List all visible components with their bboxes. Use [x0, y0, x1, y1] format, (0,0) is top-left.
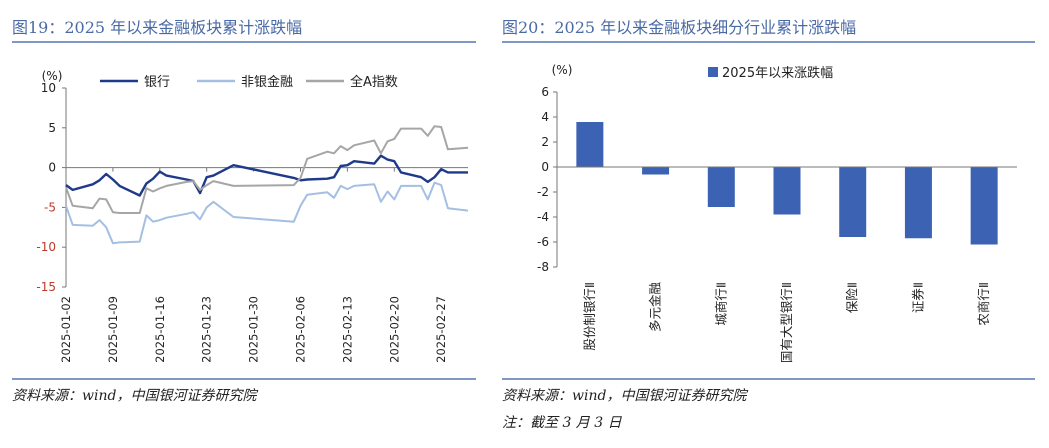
left-chart-title: 图19：2025 年以来金融板块累计涨跌幅	[12, 18, 303, 37]
left-y-tick-label: -10	[36, 240, 56, 254]
left-x-tick-label: 2025-02-06	[294, 296, 308, 363]
right-y-tick-label: 6	[541, 85, 549, 99]
left-x-tick-label: 2025-01-09	[106, 296, 120, 363]
right-bar	[970, 167, 998, 245]
right-bar	[576, 122, 604, 167]
left-x-tick-label: 2025-01-23	[200, 296, 214, 363]
right-y-tick-label: -4	[537, 210, 549, 224]
right-bar	[642, 167, 670, 175]
left-series-line-3	[65, 125, 469, 214]
left-series-line-1	[65, 154, 468, 197]
right-y-unit-label: (%)	[552, 63, 573, 77]
left-title-rule	[12, 41, 476, 43]
right-x-category-label: 国有大型银行Ⅱ	[779, 282, 794, 363]
right-bar	[773, 167, 801, 215]
left-source-text: 资料来源：wind，中国银河证券研究院	[12, 388, 257, 404]
right-title-rule	[502, 41, 1035, 43]
right-x-category-label: 股份制银行Ⅱ	[582, 282, 597, 351]
right-x-category-label: 农商行Ⅱ	[976, 282, 991, 326]
right-x-category-label: 多元金融	[648, 282, 663, 333]
right-y-tick-label: 2	[541, 135, 549, 149]
right-x-category-label: 保险Ⅱ	[845, 282, 860, 313]
left-legend-label-2: 非银金融	[241, 74, 293, 90]
left-x-tick-label: 2025-02-13	[340, 296, 354, 363]
right-source-rule	[502, 378, 1035, 380]
right-bar	[707, 167, 735, 207]
left-x-tick-label: 2025-02-27	[434, 296, 448, 363]
left-series-line-2	[65, 181, 469, 245]
right-legend-swatch	[708, 67, 718, 77]
left-y-tick-label: 5	[48, 121, 56, 135]
left-x-tick-label: 2025-01-02	[59, 296, 73, 363]
right-chart-title: 图20：2025 年以来金融板块细分行业累计涨跌幅	[502, 18, 857, 37]
right-note-text: 注：截至 3 月 3 日	[502, 415, 622, 431]
right-legend-label: 2025年以来涨跌幅	[722, 65, 833, 81]
left-y-unit-label: (%)	[42, 69, 63, 83]
right-y-tick-label: -2	[537, 185, 549, 199]
left-x-tick-label: 2025-01-30	[247, 296, 261, 363]
right-y-tick-label: 0	[541, 160, 549, 174]
right-bar	[904, 167, 932, 239]
right-y-tick-label: -8	[537, 260, 549, 274]
left-legend-label-1: 银行	[144, 75, 170, 90]
left-x-tick-label: 2025-02-20	[387, 296, 401, 363]
left-legend-label-3: 全A指数	[350, 74, 398, 90]
right-source-text: 资料来源：wind，中国银河证券研究院	[502, 388, 747, 404]
right-x-category-label: 证券Ⅱ	[910, 282, 925, 313]
left-x-tick-label: 2025-01-16	[153, 296, 167, 363]
left-y-tick-label: 10	[41, 81, 56, 95]
left-y-tick-label: -5	[44, 200, 56, 214]
right-y-tick-label: -6	[537, 235, 549, 249]
left-source-rule	[12, 378, 476, 380]
right-x-category-label: 城商行Ⅱ	[713, 282, 728, 326]
left-y-tick-label: 0	[48, 161, 56, 175]
right-bar	[839, 167, 867, 237]
right-y-tick-label: 4	[541, 110, 549, 124]
left-y-tick-label: -15	[36, 280, 56, 294]
